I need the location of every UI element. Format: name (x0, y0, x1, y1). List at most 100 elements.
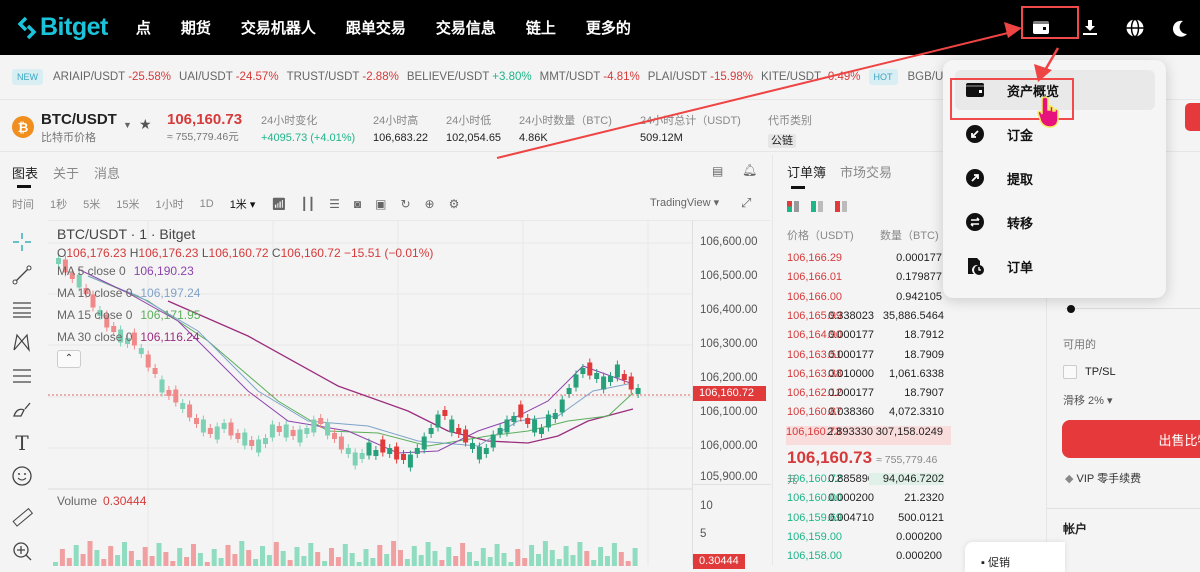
collapse-legend-button[interactable]: ⌃ (57, 350, 81, 368)
template-icon[interactable]: ☰ (329, 197, 340, 211)
ticker-item[interactable]: BELIEVE/USDT +3.80% (406, 71, 532, 83)
tab-market-trades[interactable]: 市场交易 (840, 165, 893, 180)
nav-bots[interactable]: 交易机器人 (240, 20, 316, 37)
theme-toggle[interactable] (1160, 11, 1200, 45)
orderbook-ask-row[interactable]: 106,160.73 2.893330 307,158.0249 (786, 425, 951, 445)
notebook-icon[interactable]: ▤ (712, 164, 724, 178)
view-bids-icon[interactable] (811, 201, 823, 212)
fullscreen-icon[interactable]: ⤢ (741, 195, 752, 210)
tab-chart[interactable]: 图表 (12, 166, 39, 181)
menu-withdraw[interactable]: 提取 (955, 158, 1155, 198)
text-tool-icon[interactable]: T (15, 430, 29, 455)
view-asks-icon[interactable] (835, 201, 847, 212)
nav-more[interactable]: 更多的 (585, 20, 631, 37)
emoji-icon[interactable] (0, 460, 44, 494)
trend-line-icon[interactable] (0, 259, 44, 293)
calendar-icon[interactable]: ▣ (375, 197, 387, 211)
indicators-icon[interactable]: 📶︎ (271, 197, 287, 211)
transfer-icon (965, 212, 985, 232)
price-axis[interactable]: 106,600.00 106,500.00 106,400.00 106,300… (692, 220, 771, 569)
orderbook-bid-row[interactable]: 106,158.00 0.000200 (787, 550, 942, 563)
menu-deposit[interactable]: 订金 (955, 114, 1155, 154)
buy-tab-button[interactable] (1185, 103, 1200, 131)
interval-1h[interactable]: 1小时 (155, 199, 184, 211)
interval-5m[interactable]: 5米 (83, 199, 101, 211)
ticker-item[interactable]: UAI/USDT -24.57% (179, 71, 279, 83)
orderbook-bid-row[interactable]: 106,160.72 0.885890 94,046.7202 (787, 473, 944, 485)
screenshot-icon[interactable]: ◙ (353, 197, 362, 211)
stat-24h-high: 24小时高 106,683.22 (373, 115, 429, 144)
ob-tab-underline (791, 186, 805, 189)
globe-icon (1126, 18, 1144, 37)
last-price: 106,160.73 (167, 111, 243, 128)
stat-category: 代币类别 公链 (768, 115, 812, 148)
mid-price: 106,160.73 ≈ 755,779.46 元 (787, 448, 938, 486)
orderbook-ask-row[interactable]: 106,162.12 0.000177 18.7907 (787, 387, 944, 400)
language-button[interactable] (1115, 11, 1155, 45)
current-price-tag: 106,160.72 (693, 386, 766, 401)
horizontal-lines-icon[interactable] (0, 292, 44, 326)
replay-icon[interactable]: ↻ (400, 197, 411, 211)
interval-1m-dropdown[interactable]: 1米 ▾ (229, 199, 256, 211)
ticker-item[interactable]: TRUST/USDT -2.88% (286, 71, 399, 83)
orderbook-ask-row[interactable]: 106,166.00 0.942105 (787, 290, 942, 303)
orderbook-ask-row[interactable]: 106,163.51 0.000177 18.7909 (787, 348, 944, 361)
chart-tabs: 图表 关于 消息 (12, 163, 135, 182)
orderbook-ask-row[interactable]: 106,165.99 0.338023 35,886.5464 (787, 309, 944, 322)
tpsl-checkbox[interactable] (1063, 365, 1077, 379)
interval-time[interactable]: 时间 (12, 199, 34, 211)
nav-futures[interactable]: 期货 (180, 20, 211, 37)
tradingview-dropdown[interactable]: TradingView ▾ (650, 197, 720, 209)
menu-orders[interactable]: 订单 (955, 246, 1155, 286)
nav-onchain[interactable]: 链上 (525, 20, 556, 37)
orderbook-ask-row[interactable]: 106,164.90 0.000177 18.7912 (787, 329, 944, 342)
nav-trading-info[interactable]: 交易信息 (435, 20, 496, 37)
add-icon[interactable]: ⊕ (424, 197, 435, 211)
ticker-item[interactable]: PLAI/USDT -15.98% (647, 71, 754, 83)
nav-spot[interactable]: 点 (135, 20, 151, 37)
crosshair-icon[interactable] (0, 225, 44, 259)
orderbook-ask-row[interactable]: 106,160.87 0.038360 4,072.3310 (787, 406, 944, 419)
stat-24h-turnover: 24小时总计（USDT) 509.12M (640, 115, 741, 144)
ruler-icon[interactable] (0, 501, 44, 535)
candle-type-icon[interactable]: ┃┃ (300, 197, 316, 211)
sell-button[interactable]: 出售比特 (1062, 420, 1200, 458)
orderbook-bid-row[interactable]: 106,160.00 0.000200 21.2320 (787, 492, 944, 505)
symbol-pair[interactable]: BTC/USDT (41, 111, 117, 128)
orderbook-ask-row[interactable]: 106,166.29 0.000177 (787, 252, 942, 264)
interval-15m[interactable]: 15米 (116, 199, 140, 211)
brush-icon[interactable] (0, 393, 44, 427)
stat-24h-volume: 24小时数量（BTC) 4.86K (519, 115, 612, 144)
wallet-button[interactable] (1021, 11, 1061, 45)
slippage-dropdown[interactable]: 滑移 2% ▾ (1063, 395, 1113, 407)
pattern-icon[interactable] (0, 326, 44, 360)
favorite-star-icon[interactable]: ★ (139, 116, 152, 132)
bitget-logo[interactable]: Bitget (18, 13, 108, 42)
interval-1s[interactable]: 1秒 (50, 199, 68, 211)
orderbook-bid-row[interactable]: 106,159.69 0.004710 500.0121 (787, 511, 944, 524)
menu-transfer[interactable]: 转移 (955, 202, 1155, 242)
symbol-dropdown-icon[interactable]: ▼ (123, 120, 132, 130)
order-book: 订单簿 市场交易 价格（USDT) 数量（BTC) 106,166.29 0.000… (772, 155, 951, 565)
settings-gear-icon[interactable]: ⚙ (448, 197, 460, 211)
fib-icon[interactable] (0, 359, 44, 393)
ticker-item[interactable]: MMT/USDT -4.81% (539, 71, 640, 83)
orderbook-bid-row[interactable]: 106,159.00 0.000200 (787, 530, 942, 543)
tab-about[interactable]: 关于 (53, 166, 80, 181)
alert-bell-icon[interactable]: 🔔︎ (742, 163, 758, 177)
ticker-item[interactable]: ARIAIP/USDT -25.58% (53, 71, 172, 83)
symbol-subtitle: 比特币价格 (41, 132, 96, 144)
tab-news[interactable]: 消息 (94, 166, 121, 181)
price-chart[interactable] (48, 220, 770, 566)
ticker-item[interactable]: KITE/USDT -0.49% (761, 71, 861, 83)
orderbook-ask-row[interactable]: 106,166.01 0.179877 (787, 271, 942, 284)
leverage-slider-handle[interactable] (1067, 305, 1075, 313)
download-button[interactable] (1070, 11, 1110, 45)
orderbook-ask-row[interactable]: 106,163.38 0.010000 1,061.6338 (787, 367, 944, 380)
promo-widget[interactable]: ▪ 促销 (965, 542, 1065, 572)
zoom-in-icon[interactable] (0, 535, 44, 569)
view-both-icon[interactable] (787, 201, 799, 212)
interval-1d[interactable]: 1D (199, 198, 214, 210)
tab-orderbook[interactable]: 订单簿 (787, 165, 827, 180)
nav-copy-trading[interactable]: 跟单交易 (345, 20, 406, 37)
